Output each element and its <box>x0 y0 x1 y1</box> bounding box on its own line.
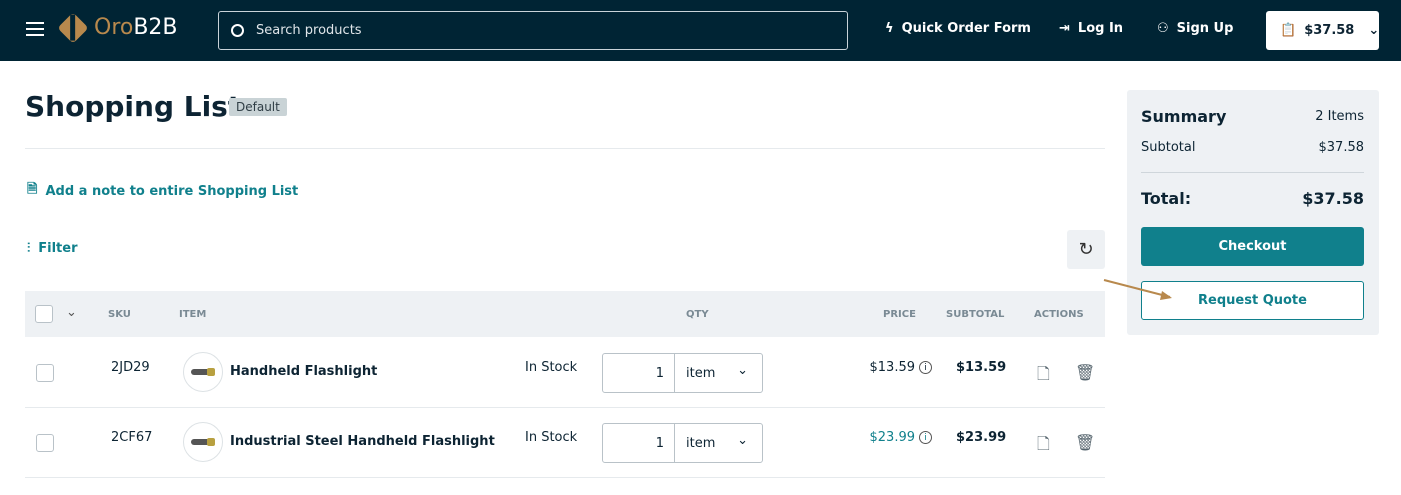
stock-status: In Stock <box>525 360 578 375</box>
annotation-arrow <box>1103 279 1172 300</box>
menu-icon[interactable] <box>26 22 44 36</box>
row-subtotal: $13.59 <box>956 360 1007 375</box>
add-note-link[interactable]: 🗎 Add a note to entire Shopping List <box>27 180 298 202</box>
add-note-icon[interactable]: 🗋 <box>1037 364 1050 383</box>
cart-button[interactable]: 📋 $37.58 ⌄ <box>1266 11 1379 50</box>
header-qty: QTY <box>686 309 709 320</box>
divider <box>1141 172 1364 173</box>
price: $23.99 i <box>869 430 932 445</box>
product-thumbnail[interactable] <box>183 422 223 462</box>
row-checkbox[interactable] <box>36 364 54 382</box>
row-subtotal: $23.99 <box>956 430 1007 445</box>
delete-icon[interactable]: 🗑 <box>1075 363 1096 382</box>
note-icon: 🗎 <box>27 182 38 197</box>
checkout-button[interactable]: Checkout <box>1141 227 1364 266</box>
row-checkbox[interactable] <box>36 434 54 452</box>
total-value: $37.58 <box>1302 189 1364 208</box>
quantity-field[interactable]: 1 item ⌄ <box>602 423 763 463</box>
quick-order-link[interactable]: ϟ Quick Order Form <box>885 21 1031 36</box>
request-quote-button[interactable]: Request Quote <box>1141 281 1364 320</box>
price: $13.59 i <box>869 360 932 375</box>
subtotal-value: $37.58 <box>1318 140 1365 155</box>
clipboard-icon: 📋 <box>1280 23 1297 38</box>
price-value: $13.59 <box>869 360 916 375</box>
info-icon[interactable]: i <box>919 361 932 374</box>
header-subtotal: SUBTOTAL <box>946 309 1005 320</box>
summary-panel: Summary 2 Items Subtotal $37.58 Total: $… <box>1127 90 1379 335</box>
header-actions: ACTIONS <box>1034 309 1084 320</box>
add-note-icon[interactable]: 🗋 <box>1037 434 1050 453</box>
product-name-link[interactable]: Industrial Steel Handheld Flashlight <box>230 434 495 449</box>
table-header <box>25 291 1105 337</box>
stock-status: In Stock <box>525 430 578 445</box>
header-price: PRICE <box>883 309 916 320</box>
price-value: $23.99 <box>869 430 916 445</box>
login-link[interactable]: ⇥ Log In <box>1059 21 1123 36</box>
signup-label: Sign Up <box>1176 21 1234 36</box>
summary-title: Summary <box>1141 107 1227 126</box>
row-divider <box>25 407 1105 408</box>
logo-mark-icon <box>57 11 89 44</box>
user-icon: ⚇ <box>1157 21 1169 36</box>
refresh-button[interactable]: ↻ <box>1067 230 1105 269</box>
chevron-down-icon: ⌄ <box>737 433 748 448</box>
unit-value: item <box>686 436 716 451</box>
cart-total: $37.58 <box>1304 23 1355 38</box>
login-icon: ⇥ <box>1059 21 1070 36</box>
lightning-icon: ϟ <box>885 21 894 36</box>
page-title: Shopping List <box>25 90 242 123</box>
top-header: Oro B2B Search products ϟ Quick Order Form… <box>0 0 1401 61</box>
summary-item-count: 2 Items <box>1315 109 1364 124</box>
quick-order-label: Quick Order Form <box>901 21 1031 36</box>
header-sku[interactable]: SKU <box>108 309 131 320</box>
delete-icon[interactable]: 🗑 <box>1075 433 1096 452</box>
sku: 2JD29 <box>111 360 150 375</box>
quantity-input[interactable]: 1 <box>603 354 675 392</box>
filter-label: Filter <box>38 241 78 256</box>
info-icon[interactable]: i <box>919 431 932 444</box>
logo-text-b2b: B2B <box>133 15 178 40</box>
quantity-field[interactable]: 1 item ⌄ <box>602 353 763 393</box>
row-divider <box>25 477 1105 478</box>
unit-select[interactable]: item ⌄ <box>675 424 762 462</box>
search-placeholder: Search products <box>256 23 362 38</box>
unit-select[interactable]: item ⌄ <box>675 354 762 392</box>
filter-button[interactable]: ⫶ Filter <box>27 241 78 256</box>
header-item[interactable]: ITEM <box>179 309 207 320</box>
logo[interactable]: Oro B2B <box>57 11 178 44</box>
quantity-input[interactable]: 1 <box>603 424 675 462</box>
default-badge: Default <box>229 98 287 116</box>
sku: 2CF67 <box>111 430 153 445</box>
select-all-checkbox[interactable] <box>35 305 53 323</box>
chevron-down-icon: ⌄ <box>1368 23 1380 38</box>
filter-icon: ⫶ <box>27 241 31 256</box>
login-label: Log In <box>1077 21 1124 36</box>
divider <box>25 148 1105 149</box>
add-note-label: Add a note to entire Shopping List <box>45 183 299 199</box>
chevron-down-icon: ⌄ <box>737 363 748 378</box>
signup-link[interactable]: ⚇ Sign Up <box>1157 21 1233 36</box>
refresh-icon: ↻ <box>1078 239 1094 260</box>
search-input[interactable]: Search products <box>218 11 848 50</box>
chevron-down-icon[interactable]: ⌄ <box>66 305 77 320</box>
product-name-link[interactable]: Handheld Flashlight <box>230 364 378 379</box>
product-thumbnail[interactable] <box>183 352 223 392</box>
logo-text: Oro <box>94 15 134 40</box>
unit-value: item <box>686 366 716 381</box>
search-icon <box>231 24 244 37</box>
subtotal-label: Subtotal <box>1141 140 1196 155</box>
total-label: Total: <box>1141 189 1192 208</box>
